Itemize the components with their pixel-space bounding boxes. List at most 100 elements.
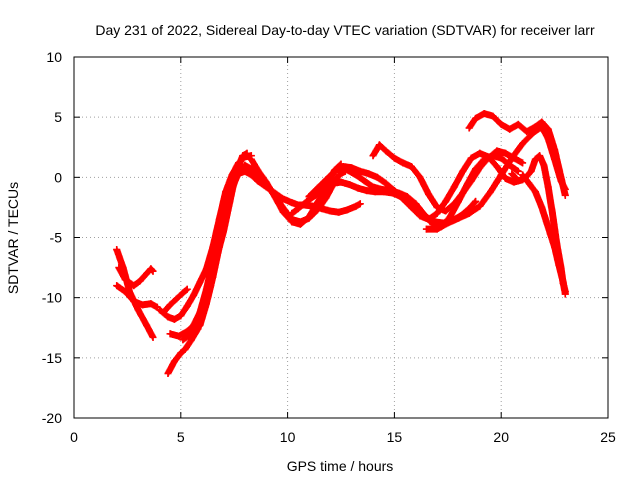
data-point: [369, 152, 377, 160]
grid: [74, 57, 608, 418]
data-point: [320, 184, 328, 192]
data-point: [433, 203, 441, 211]
data-point: [279, 208, 287, 216]
data-point: [378, 185, 386, 193]
data-point: [472, 114, 480, 122]
data-point: [531, 123, 539, 131]
data-track-markers: [166, 167, 364, 340]
data-point: [444, 219, 452, 227]
data-point: [416, 173, 424, 181]
data-point: [331, 167, 339, 175]
x-tick-label: 15: [387, 429, 403, 445]
data-point: [296, 220, 304, 228]
data-point: [115, 264, 123, 272]
data-point: [442, 197, 450, 205]
data-point: [476, 164, 484, 172]
data-point: [241, 153, 249, 161]
series-track-2: [113, 282, 161, 311]
data-point: [407, 163, 415, 171]
data-point: [514, 120, 522, 128]
data-point: [476, 149, 484, 157]
data-point: [215, 215, 223, 223]
data-point: [525, 179, 533, 187]
data-point: [339, 163, 347, 171]
data-point: [514, 167, 522, 175]
data-point: [433, 225, 441, 233]
data-point: [420, 211, 428, 219]
y-tick-label: -15: [42, 350, 62, 366]
data-point: [346, 181, 354, 189]
data-point: [382, 147, 390, 155]
axis-ticks: 0 5 10 15 20 25 -20 -15 -10 -5 0 5 10: [42, 49, 616, 445]
data-point: [314, 184, 322, 192]
data-point: [271, 193, 279, 201]
data-point: [209, 243, 217, 251]
data-point: [113, 246, 121, 254]
data-point: [369, 183, 377, 191]
data-point: [160, 308, 168, 316]
data-point: [155, 306, 163, 314]
data-point: [375, 141, 383, 149]
series-track-8: [160, 285, 191, 316]
x-tick-label: 25: [600, 429, 616, 445]
data-point: [138, 301, 146, 309]
data-point: [497, 154, 505, 162]
data-point: [254, 166, 262, 174]
data-point: [514, 177, 522, 185]
data-point: [130, 297, 138, 305]
data-point: [484, 154, 492, 162]
series-track-3: [115, 264, 157, 290]
data-point: [279, 195, 287, 203]
data-point: [555, 261, 563, 269]
x-tick-label: 5: [177, 429, 185, 445]
chart-title: Day 231 of 2022, Sidereal Day-to-day VTE…: [95, 22, 595, 38]
data-point: [202, 265, 210, 273]
data-point: [561, 191, 569, 199]
data-point: [234, 159, 242, 167]
data-point: [472, 197, 480, 205]
data-point: [501, 149, 509, 157]
data-point: [228, 171, 236, 179]
data-point: [356, 167, 364, 175]
data-point: [202, 300, 210, 308]
data-point: [551, 243, 559, 251]
data-point: [322, 194, 330, 202]
data-point: [343, 166, 351, 174]
data-point: [465, 124, 473, 132]
data-point: [143, 270, 151, 278]
data-point: [175, 332, 183, 340]
series-track-1: [113, 246, 157, 341]
series-track-15: [465, 110, 569, 199]
data-point: [190, 291, 198, 299]
data-point: [187, 330, 195, 338]
data-point: [542, 217, 550, 225]
series-track-5: [166, 167, 364, 340]
data-point: [177, 312, 185, 320]
data-point: [303, 197, 311, 205]
data-point: [314, 199, 322, 207]
y-axis-label: SDTVAR / TECUs: [5, 182, 21, 294]
x-axis-label: GPS time / hours: [287, 458, 394, 474]
data-point: [294, 205, 302, 213]
data-point: [147, 300, 155, 308]
data-point: [215, 243, 223, 251]
data-point: [328, 179, 336, 187]
data-point: [551, 146, 559, 154]
data-point: [399, 159, 407, 167]
data-point: [538, 203, 546, 211]
data-point: [548, 209, 556, 217]
data-point: [540, 161, 548, 169]
data-point: [538, 118, 546, 126]
data-track-markers: [113, 246, 157, 341]
data-point: [209, 273, 217, 281]
data-point: [544, 125, 552, 133]
data-point: [536, 152, 544, 160]
series-track-13: [369, 141, 527, 215]
series-track-17: [519, 171, 569, 298]
data-point: [164, 313, 172, 321]
data-point: [467, 154, 475, 162]
x-tick-label: 10: [280, 429, 296, 445]
data-point: [177, 349, 185, 357]
data-point: [476, 202, 484, 210]
